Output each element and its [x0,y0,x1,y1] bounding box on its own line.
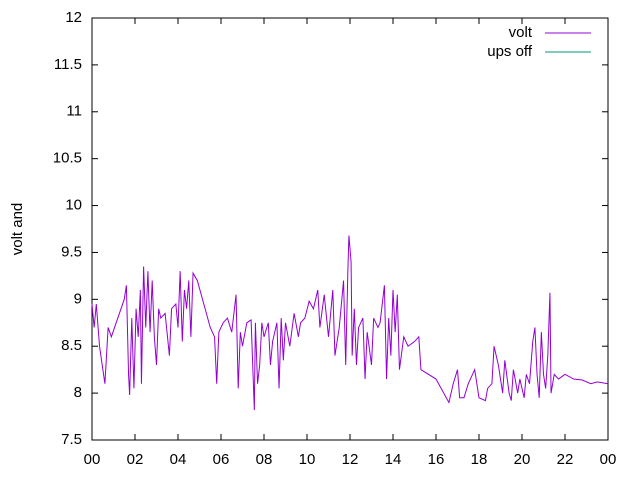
y-tick-label: 8 [74,384,82,401]
x-tick-label: 06 [213,451,230,468]
x-tick-label: 14 [385,451,402,468]
x-tick-label: 00 [84,451,101,468]
x-tick-label: 20 [514,451,531,468]
x-tick-label: 10 [299,451,316,468]
plot-border [91,17,609,441]
data-line [91,235,609,411]
x-tick-label: 08 [256,451,273,468]
y-tick-label: 10 [65,197,82,214]
x-tick-label: 22 [557,451,574,468]
legend-label: ups off [487,43,533,60]
y-axis-label: volt and [9,203,26,256]
x-tick-label: 12 [342,451,359,468]
y-tick-label: 7.5 [61,431,82,448]
y-tick-label: 11 [66,103,82,120]
x-tick-label: 04 [170,451,187,468]
legend-label: volt [509,24,533,41]
x-tick-label: 18 [471,451,488,468]
y-tick-label: 8.5 [61,337,82,354]
x-tick-label: 02 [127,451,144,468]
y-tick-label: 9 [74,290,82,307]
y-tick-label: 11.5 [54,56,82,73]
x-tick-label: 00 [600,451,617,468]
y-tick-label: 9.5 [61,243,82,260]
y-tick-label: 10.5 [53,150,82,167]
y-tick-label: 12 [65,9,82,26]
x-tick-label: 16 [428,451,445,468]
